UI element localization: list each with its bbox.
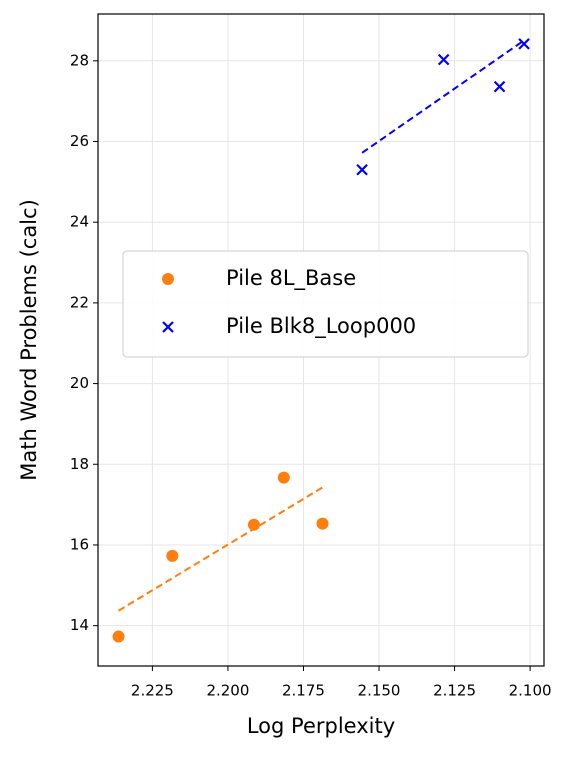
y-tick-label: 14	[70, 616, 89, 634]
point	[247, 518, 260, 531]
point	[316, 517, 329, 530]
y-tick-label: 18	[70, 455, 89, 473]
legend-box	[122, 250, 529, 358]
y-tick-label: 24	[70, 213, 89, 231]
legend: Pile 8L_Base Pile Blk8_Loop000	[122, 250, 529, 358]
y-tick-label: 20	[70, 374, 89, 392]
y-tick-label: 26	[70, 132, 89, 150]
point	[356, 163, 368, 176]
x-tick-label: 2.175	[282, 682, 325, 700]
legend-marker	[162, 273, 174, 285]
x-tick-label: 2.125	[433, 682, 476, 700]
y-tick-label: 22	[70, 293, 89, 311]
legend-label: Pile 8L_Base	[226, 266, 356, 291]
point	[493, 80, 506, 93]
trend-line	[118, 486, 324, 612]
x-tick-label: 2.100	[509, 682, 552, 700]
x-tick-label: 2.225	[131, 682, 174, 700]
y-axis-label: Math Word Problems (calc)	[17, 199, 41, 481]
x-axis-label: Log Perplexity	[247, 714, 395, 738]
point	[277, 471, 290, 484]
point	[112, 630, 125, 643]
y-tick-label: 16	[70, 535, 89, 553]
legend-label: Pile Blk8_Loop000	[226, 314, 416, 339]
y-tick-label: 28	[70, 51, 89, 69]
x-tick-label: 2.150	[358, 682, 401, 700]
x-tick-label: 2.200	[206, 682, 249, 700]
point	[166, 549, 179, 562]
point	[518, 38, 530, 50]
legend-marker	[162, 321, 174, 333]
plot-frame	[97, 13, 545, 667]
point	[437, 53, 450, 66]
